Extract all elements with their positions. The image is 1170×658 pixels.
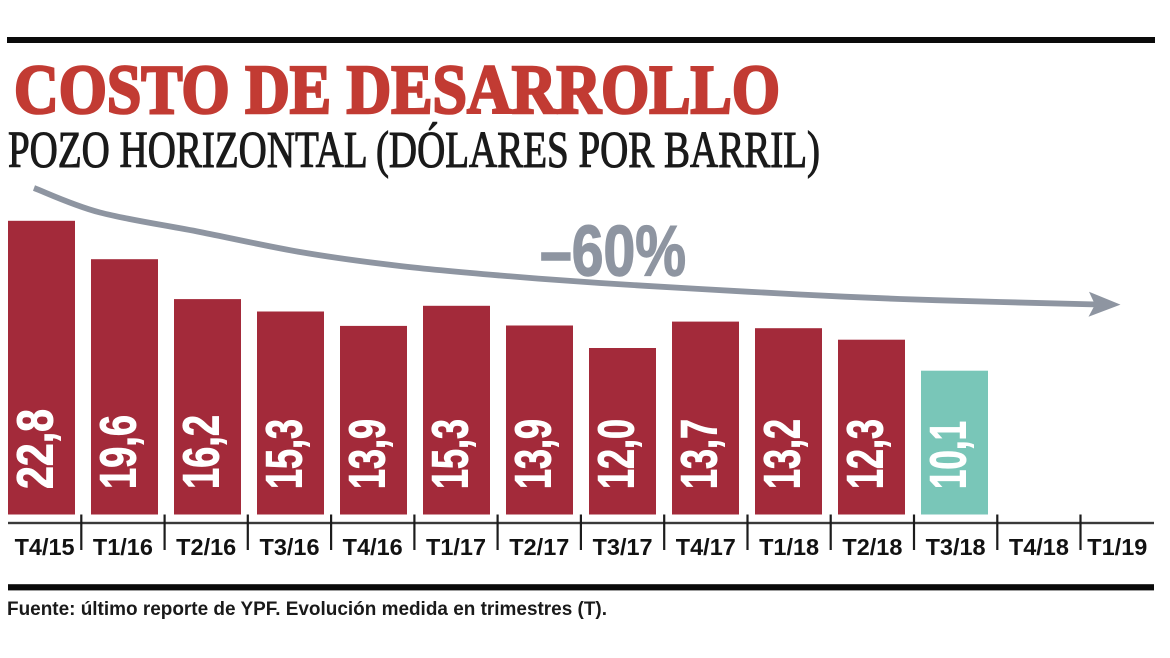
- svg-text:13,2: 13,2: [754, 419, 811, 489]
- svg-text:POZO HORIZONTAL (DÓLARES POR B: POZO HORIZONTAL (DÓLARES POR BARRIL): [8, 121, 820, 179]
- svg-text:T1/19: T1/19: [1087, 534, 1147, 560]
- svg-text:T3/16: T3/16: [260, 534, 320, 560]
- svg-text:Fuente: último reporte de YPF.: Fuente: último reporte de YPF. Evolución…: [7, 598, 607, 620]
- svg-text:T4/18: T4/18: [1009, 534, 1069, 560]
- svg-text:T1/18: T1/18: [759, 534, 819, 560]
- svg-text:16,2: 16,2: [173, 415, 230, 489]
- svg-text:T4/16: T4/16: [343, 534, 403, 560]
- svg-text:T3/18: T3/18: [926, 534, 986, 560]
- svg-text:T2/16: T2/16: [176, 534, 236, 560]
- svg-text:15,3: 15,3: [422, 419, 479, 489]
- svg-text:T4/15: T4/15: [15, 534, 75, 560]
- svg-text:10,1: 10,1: [920, 421, 977, 489]
- svg-text:13,7: 13,7: [671, 419, 728, 489]
- svg-text:T1/16: T1/16: [93, 534, 153, 560]
- svg-text:–60%: –60%: [540, 213, 686, 292]
- svg-text:T2/18: T2/18: [842, 534, 902, 560]
- svg-text:13,9: 13,9: [505, 419, 562, 489]
- svg-text:T1/17: T1/17: [426, 534, 486, 560]
- svg-text:13,9: 13,9: [339, 419, 396, 489]
- svg-text:COSTO DE DESARROLLO: COSTO DE DESARROLLO: [14, 52, 780, 129]
- svg-text:T4/17: T4/17: [676, 534, 736, 560]
- svg-text:19,6: 19,6: [90, 415, 147, 489]
- svg-text:T2/17: T2/17: [509, 534, 569, 560]
- svg-text:15,3: 15,3: [256, 419, 313, 489]
- svg-text:12,3: 12,3: [837, 419, 894, 489]
- svg-text:22,8: 22,8: [7, 409, 64, 489]
- svg-text:T3/17: T3/17: [593, 534, 653, 560]
- svg-text:12,0: 12,0: [588, 419, 645, 489]
